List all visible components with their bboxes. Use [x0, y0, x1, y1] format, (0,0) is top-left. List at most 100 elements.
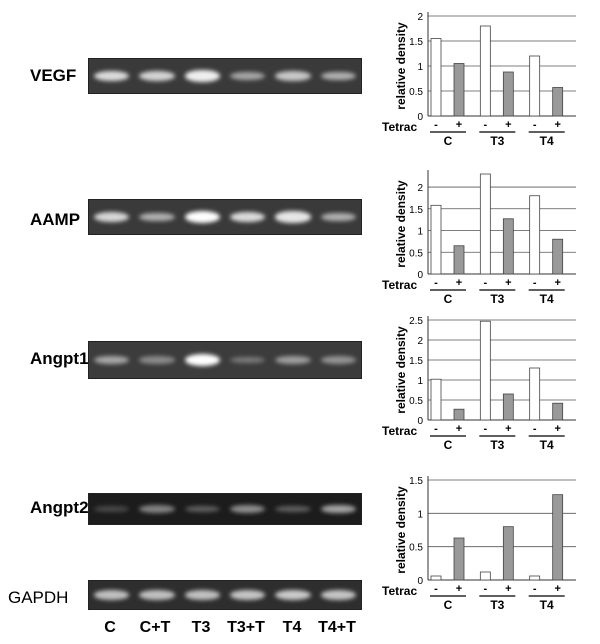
- gel-band: [94, 70, 130, 82]
- lane-label: T3+T: [227, 619, 265, 636]
- lane-label: C: [104, 619, 116, 636]
- y-tick-label: 1: [417, 227, 423, 238]
- y-tick-label: 0.5: [409, 396, 423, 407]
- gel-band: [320, 590, 356, 600]
- sign-label: +: [505, 583, 511, 595]
- bar: [529, 575, 541, 581]
- gel-band: [275, 71, 311, 81]
- lane-label: C+T: [139, 619, 171, 636]
- lane-labels: C C+T T3 T3+T T4 T4+T: [88, 619, 360, 641]
- sign-label: +: [554, 277, 560, 289]
- bar: [502, 218, 514, 275]
- y-axis-label: relative density: [394, 180, 408, 268]
- gel-band: [184, 505, 220, 513]
- y-tick-label: 1.5: [409, 356, 423, 367]
- gel-strip: [88, 199, 362, 235]
- bar: [479, 173, 491, 275]
- sign-label: +: [456, 277, 462, 289]
- gene-label: GAPDH: [8, 588, 69, 607]
- gel-band: [320, 71, 356, 81]
- group-label: C: [444, 438, 453, 452]
- gel-band: [184, 70, 220, 82]
- y-tick-label: 0.5: [409, 248, 423, 259]
- bar: [453, 63, 465, 117]
- sign-label: +: [505, 423, 511, 435]
- gel-band: [139, 212, 175, 222]
- gel-band: [275, 356, 311, 364]
- gene-label: Angpt2: [30, 498, 89, 517]
- lane-label: T4+T: [318, 619, 356, 636]
- bar: [502, 71, 514, 117]
- gel-strip: [88, 580, 362, 610]
- gel-band: [94, 355, 130, 365]
- bar: [430, 38, 442, 117]
- sign-label: -: [483, 583, 487, 595]
- group-label: T4: [540, 598, 554, 612]
- bar: [529, 55, 541, 117]
- y-tick-label: 0: [417, 576, 423, 587]
- treatment-label: Tetrac: [382, 584, 417, 598]
- bar: [453, 537, 465, 581]
- gel-band: [94, 590, 130, 600]
- sign-label: -: [434, 423, 438, 435]
- sign-label: -: [483, 119, 487, 131]
- y-tick-label: 1.5: [409, 37, 423, 48]
- y-tick-label: 1: [417, 509, 423, 520]
- sign-label: +: [456, 583, 462, 595]
- group-label: T4: [540, 134, 554, 148]
- y-tick-label: 2: [417, 336, 423, 347]
- y-tick-label: 1: [417, 62, 423, 73]
- y-tick-label: 0.5: [409, 543, 423, 554]
- gel-strip: [88, 58, 362, 94]
- y-axis-label: relative density: [394, 22, 408, 110]
- gel-band: [230, 505, 266, 513]
- bar: [502, 526, 514, 581]
- sign-label: +: [505, 119, 511, 131]
- y-tick-label: 2: [417, 12, 423, 23]
- gel-band: [184, 354, 220, 366]
- gene-label: Angpt1: [30, 349, 89, 368]
- sign-label: +: [554, 119, 560, 131]
- group-label: T4: [540, 292, 554, 306]
- gel-band: [230, 211, 266, 223]
- y-tick-label: 2.5: [409, 316, 423, 327]
- bar: [529, 195, 541, 275]
- bar: [479, 571, 491, 581]
- gel-band: [320, 212, 356, 222]
- bar: [453, 408, 465, 421]
- gel-band: [230, 356, 266, 364]
- lane-label: T3: [191, 619, 211, 636]
- bar: [479, 320, 491, 421]
- sign-label: +: [554, 583, 560, 595]
- y-axis-label: relative density: [394, 326, 408, 414]
- group-label: T3: [490, 438, 504, 452]
- gel-strip: [88, 493, 362, 525]
- y-tick-label: 1.5: [409, 476, 423, 487]
- treatment-label: Tetrac: [382, 120, 417, 134]
- group-label: T4: [540, 438, 554, 452]
- bar: [502, 393, 514, 421]
- treatment-label: Tetrac: [382, 424, 417, 438]
- y-tick-label: 1: [417, 376, 423, 387]
- gel-band: [94, 211, 130, 223]
- gel-band: [139, 356, 175, 364]
- gel-band: [275, 590, 311, 600]
- group-label: T3: [490, 292, 504, 306]
- sign-label: -: [434, 583, 438, 595]
- sign-label: -: [434, 277, 438, 289]
- y-axis-label: relative density: [394, 486, 408, 574]
- gel-band: [139, 70, 175, 82]
- bar: [479, 25, 491, 117]
- bar: [430, 378, 442, 421]
- gel-band: [139, 505, 175, 513]
- gel-band: [320, 504, 356, 514]
- gel-band: [184, 211, 220, 223]
- treatment-label: Tetrac: [382, 278, 417, 292]
- sign-label: +: [456, 119, 462, 131]
- bar: [552, 238, 564, 275]
- group-label: T3: [490, 134, 504, 148]
